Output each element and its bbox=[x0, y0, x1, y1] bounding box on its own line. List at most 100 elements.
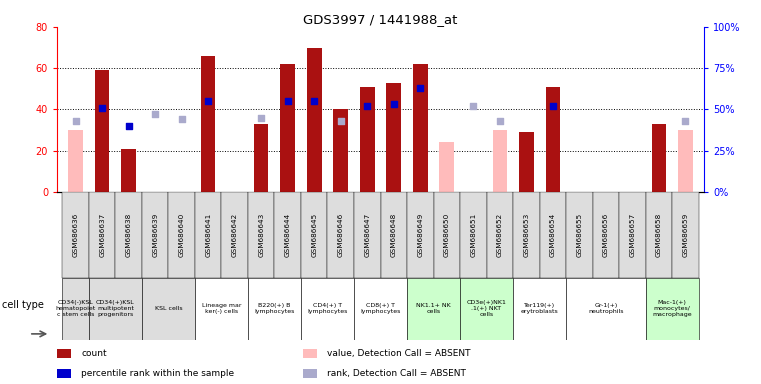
FancyBboxPatch shape bbox=[407, 192, 434, 278]
FancyBboxPatch shape bbox=[619, 192, 645, 278]
FancyBboxPatch shape bbox=[354, 192, 380, 278]
FancyBboxPatch shape bbox=[142, 192, 168, 278]
Text: GSM686657: GSM686657 bbox=[629, 213, 635, 257]
Text: GSM686649: GSM686649 bbox=[417, 213, 423, 257]
Bar bbox=[254, 124, 269, 192]
Bar bbox=[413, 64, 428, 192]
Text: GSM686642: GSM686642 bbox=[231, 213, 237, 257]
Text: rank, Detection Call = ABSENT: rank, Detection Call = ABSENT bbox=[326, 369, 466, 378]
FancyBboxPatch shape bbox=[57, 349, 72, 358]
Bar bbox=[678, 130, 693, 192]
FancyBboxPatch shape bbox=[434, 192, 460, 278]
Text: cell type: cell type bbox=[2, 300, 43, 310]
Text: Gr-1(+)
neutrophils: Gr-1(+) neutrophils bbox=[588, 303, 623, 314]
Text: GSM686641: GSM686641 bbox=[205, 213, 212, 257]
Point bbox=[255, 115, 267, 121]
Text: CD34(+)KSL
multipotent
progenitors: CD34(+)KSL multipotent progenitors bbox=[96, 301, 135, 317]
Bar bbox=[95, 70, 110, 192]
FancyBboxPatch shape bbox=[645, 192, 672, 278]
FancyBboxPatch shape bbox=[89, 278, 142, 340]
Text: GSM686659: GSM686659 bbox=[683, 213, 689, 257]
FancyBboxPatch shape bbox=[327, 192, 354, 278]
Point bbox=[467, 103, 479, 109]
Point bbox=[69, 118, 81, 124]
FancyBboxPatch shape bbox=[460, 278, 513, 340]
Text: GSM686639: GSM686639 bbox=[152, 213, 158, 257]
Text: GSM686648: GSM686648 bbox=[390, 213, 396, 257]
Text: GSM686654: GSM686654 bbox=[549, 213, 556, 257]
Text: GSM686652: GSM686652 bbox=[497, 213, 503, 257]
FancyBboxPatch shape bbox=[195, 278, 248, 340]
Text: CD8(+) T
lymphocytes: CD8(+) T lymphocytes bbox=[360, 303, 401, 314]
Text: GSM686651: GSM686651 bbox=[470, 213, 476, 257]
Point bbox=[282, 98, 294, 104]
Text: GSM686650: GSM686650 bbox=[444, 213, 450, 257]
Text: GSM686655: GSM686655 bbox=[576, 213, 582, 257]
FancyBboxPatch shape bbox=[354, 278, 407, 340]
FancyBboxPatch shape bbox=[566, 278, 645, 340]
Text: GSM686644: GSM686644 bbox=[285, 213, 291, 257]
FancyBboxPatch shape bbox=[301, 192, 327, 278]
Text: value, Detection Call = ABSENT: value, Detection Call = ABSENT bbox=[326, 349, 470, 358]
Text: GSM686645: GSM686645 bbox=[311, 213, 317, 257]
FancyBboxPatch shape bbox=[301, 278, 354, 340]
FancyBboxPatch shape bbox=[460, 192, 486, 278]
FancyBboxPatch shape bbox=[168, 192, 195, 278]
Point bbox=[494, 118, 506, 124]
Text: B220(+) B
lymphocytes: B220(+) B lymphocytes bbox=[254, 303, 295, 314]
FancyBboxPatch shape bbox=[566, 192, 593, 278]
FancyBboxPatch shape bbox=[513, 278, 566, 340]
FancyBboxPatch shape bbox=[62, 192, 89, 278]
FancyBboxPatch shape bbox=[407, 278, 460, 340]
Point bbox=[414, 85, 426, 91]
Text: GSM686640: GSM686640 bbox=[179, 213, 185, 257]
Bar bbox=[360, 87, 374, 192]
FancyBboxPatch shape bbox=[57, 369, 72, 378]
FancyBboxPatch shape bbox=[275, 192, 301, 278]
FancyBboxPatch shape bbox=[380, 192, 407, 278]
Bar bbox=[440, 142, 454, 192]
Point bbox=[308, 98, 320, 104]
Point bbox=[123, 123, 135, 129]
FancyBboxPatch shape bbox=[142, 278, 195, 340]
FancyBboxPatch shape bbox=[248, 192, 275, 278]
Bar bbox=[280, 64, 295, 192]
Bar bbox=[519, 132, 533, 192]
Point bbox=[176, 116, 188, 122]
Bar bbox=[546, 87, 560, 192]
Bar bbox=[68, 130, 83, 192]
Bar bbox=[387, 83, 401, 192]
Bar bbox=[201, 56, 215, 192]
Text: Mac-1(+)
monocytes/
macrophage: Mac-1(+) monocytes/ macrophage bbox=[652, 301, 692, 317]
Bar bbox=[121, 149, 136, 192]
Text: Lineage mar
ker(-) cells: Lineage mar ker(-) cells bbox=[202, 303, 241, 314]
Text: GSM686646: GSM686646 bbox=[338, 213, 344, 257]
Text: CD4(+) T
lymphocytes: CD4(+) T lymphocytes bbox=[307, 303, 348, 314]
Bar bbox=[651, 124, 666, 192]
Title: GDS3997 / 1441988_at: GDS3997 / 1441988_at bbox=[304, 13, 457, 26]
FancyBboxPatch shape bbox=[513, 192, 540, 278]
Text: NK1.1+ NK
cells: NK1.1+ NK cells bbox=[416, 303, 451, 314]
Text: GSM686647: GSM686647 bbox=[365, 213, 371, 257]
FancyBboxPatch shape bbox=[486, 192, 513, 278]
Text: GSM686643: GSM686643 bbox=[258, 213, 264, 257]
Text: KSL cells: KSL cells bbox=[154, 306, 182, 311]
FancyBboxPatch shape bbox=[645, 278, 699, 340]
Point bbox=[149, 111, 161, 118]
Point bbox=[546, 103, 559, 109]
FancyBboxPatch shape bbox=[116, 192, 142, 278]
Point bbox=[202, 98, 215, 104]
FancyBboxPatch shape bbox=[89, 192, 116, 278]
FancyBboxPatch shape bbox=[303, 369, 317, 378]
FancyBboxPatch shape bbox=[221, 192, 248, 278]
Text: GSM686638: GSM686638 bbox=[126, 213, 132, 257]
Point bbox=[96, 105, 108, 111]
FancyBboxPatch shape bbox=[303, 349, 317, 358]
Bar bbox=[307, 48, 321, 192]
Point bbox=[361, 103, 374, 109]
Text: GSM686658: GSM686658 bbox=[656, 213, 662, 257]
Text: GSM686653: GSM686653 bbox=[524, 213, 530, 257]
Bar bbox=[333, 109, 348, 192]
Text: GSM686656: GSM686656 bbox=[603, 213, 609, 257]
FancyBboxPatch shape bbox=[62, 278, 89, 340]
